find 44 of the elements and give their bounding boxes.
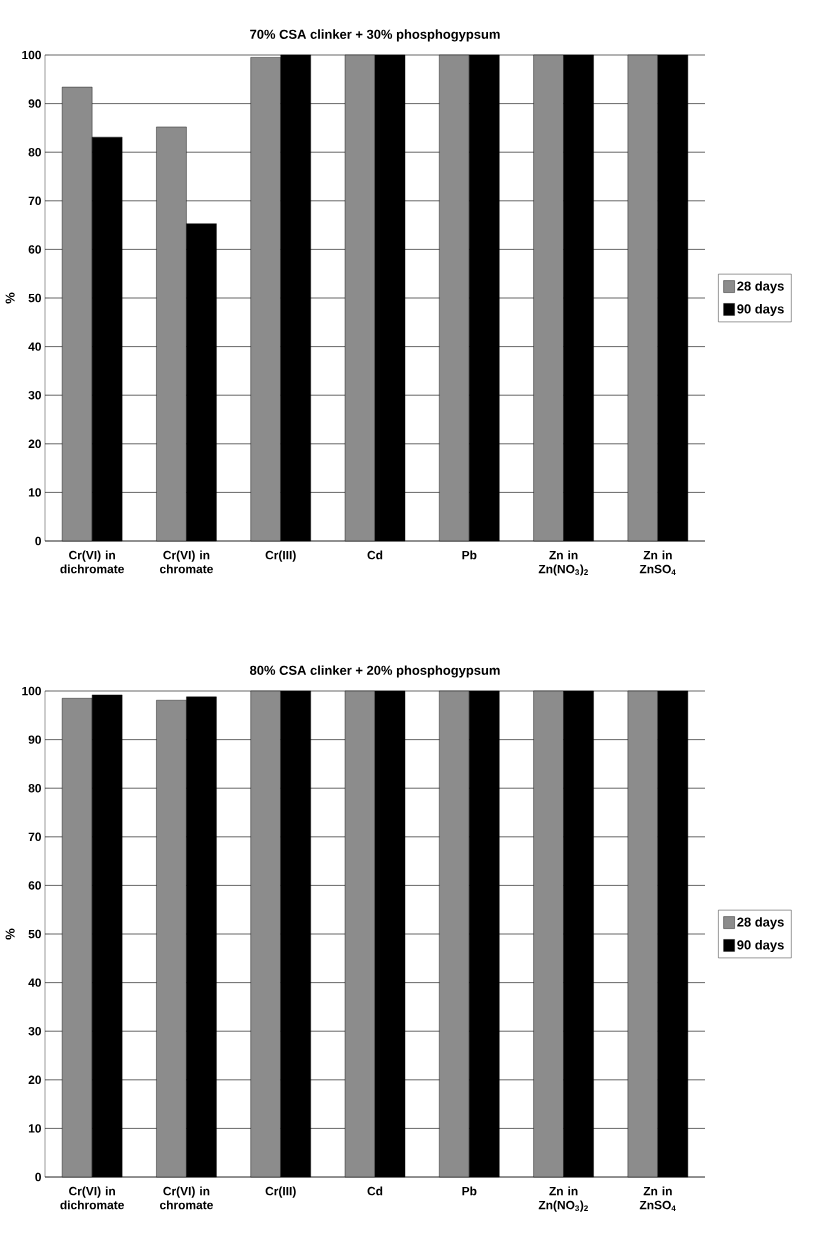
y-tick-label: 90 [28, 99, 41, 108]
x-tick-label: Cd [367, 550, 383, 560]
x-tick-label: Cr(VI) in dichromate [60, 550, 124, 574]
y-tick-label: 40 [28, 978, 41, 987]
y-tick-label: 10 [28, 1124, 41, 1133]
x-tick-label: Zn in ZnSO$_{4}$ [639, 550, 676, 575]
x-tick-label: Pb [462, 1186, 477, 1196]
x-tick-label: Pb [462, 550, 477, 560]
y-tick-label: 60 [28, 245, 41, 254]
y-tick-label: 0 [35, 536, 41, 546]
x-tick-label: Cd [367, 1186, 383, 1196]
x-tick-label: Cr(VI) in chromate [159, 550, 213, 574]
y-tick-label: 100 [22, 50, 41, 60]
y-tick-label: 100 [22, 686, 41, 696]
legend-label: 90 days [737, 303, 784, 317]
x-tick-label: Cr(VI) in chromate [159, 1186, 213, 1210]
legend-label: 28 days [737, 281, 784, 294]
x-tick-label: Cr(III) [265, 550, 296, 562]
x-tick-label: Zn in ZnSO$_{4}$ [639, 1186, 676, 1211]
chart-title: 70% CSA clinker + 30% phosphogypsum [250, 29, 500, 42]
y-tick-label: 60 [28, 881, 41, 890]
y-axis-title: % [5, 292, 15, 304]
y-tick-label: 80 [28, 147, 41, 157]
y-axis-title: % [5, 928, 15, 940]
legend-label: 90 days [737, 940, 784, 953]
chart-title: 80% CSA clinker + 20% phosphogypsum [249, 665, 500, 678]
y-tick-label: 50 [28, 929, 41, 939]
x-tick-label: Cr(VI) in dichromate [60, 1186, 124, 1210]
y-tick-label: 40 [28, 342, 41, 351]
y-tick-label: 20 [28, 439, 41, 449]
y-tick-label: 0 [35, 1172, 41, 1182]
y-tick-label: 70 [28, 196, 41, 206]
y-tick-label: 30 [28, 390, 41, 400]
y-tick-label: 20 [28, 1075, 41, 1085]
x-tick-label: Zn in Zn(NO$_{3}$)$_{2}$ [538, 550, 588, 576]
legend-label: 28 days [737, 917, 784, 930]
y-tick-label: 50 [28, 293, 41, 303]
x-tick-label: Cr(III) [265, 1186, 296, 1198]
y-tick-label: 10 [28, 488, 41, 497]
y-tick-label: 70 [28, 832, 41, 842]
y-tick-label: 90 [28, 735, 41, 744]
x-tick-label: Zn in Zn(NO$_{3}$)$_{2}$ [538, 1186, 588, 1212]
y-tick-label: 80 [28, 783, 41, 793]
y-tick-label: 30 [28, 1026, 41, 1036]
